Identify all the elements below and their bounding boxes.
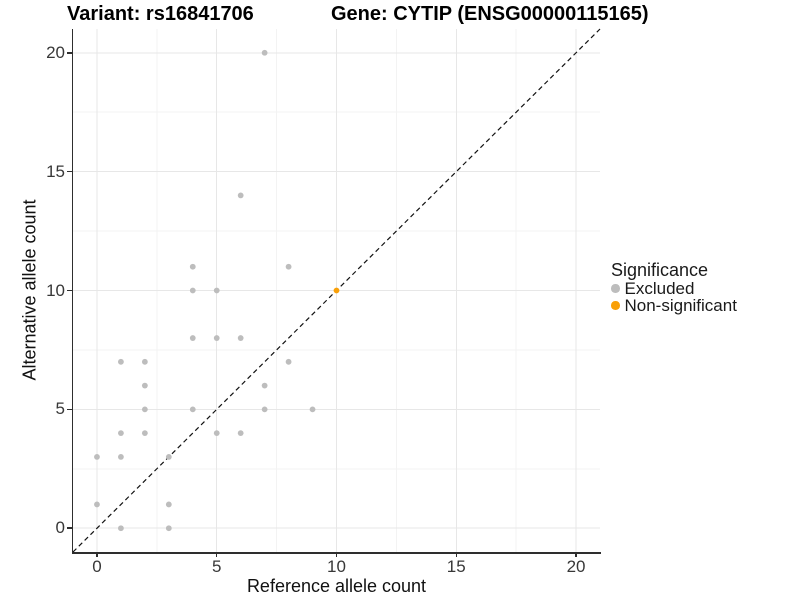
data-point-excluded	[141, 430, 148, 437]
data-point-excluded	[261, 382, 268, 389]
excluded-dot-icon	[611, 284, 620, 293]
x-tick-label: 10	[327, 557, 346, 576]
scatter-plot-canvas	[72, 28, 601, 553]
y-tick-mark	[67, 170, 73, 173]
data-point-excluded	[189, 406, 196, 413]
data-point-excluded	[189, 287, 196, 294]
data-point-excluded	[141, 382, 148, 389]
gene-title: Gene: CYTIP (ENSG00000115165)	[331, 3, 649, 25]
x-tick-mark	[455, 552, 458, 557]
y-tick-label: 15	[46, 161, 65, 181]
x-tick-mark	[335, 552, 338, 557]
legend-item-non-significant: Non-significant	[611, 297, 791, 314]
data-point-excluded	[189, 263, 196, 270]
y-tick-label: 0	[55, 518, 65, 538]
data-point-excluded	[165, 525, 172, 532]
data-point-excluded	[94, 454, 100, 460]
data-point-excluded	[213, 430, 220, 437]
x-tick-label: 15	[446, 557, 466, 576]
data-point-excluded	[189, 335, 196, 341]
x-tick-label: 0	[92, 557, 102, 576]
x-axis-title: Reference allele count	[246, 576, 427, 596]
data-point-excluded	[213, 335, 220, 341]
data-point-excluded	[94, 501, 100, 508]
y-axis-title: Alternative allele count	[19, 199, 40, 381]
data-point-excluded	[261, 406, 268, 413]
x-tick-mark	[575, 552, 577, 557]
legend-item-label: Excluded	[624, 279, 695, 298]
data-point-excluded	[237, 192, 244, 199]
y-tick-mark	[67, 289, 73, 292]
data-point-excluded	[165, 501, 172, 508]
data-point-excluded	[118, 430, 124, 437]
legend-title: Significance	[611, 260, 709, 280]
data-point-excluded	[141, 358, 148, 365]
data-point-excluded	[213, 287, 220, 294]
legend-item-label: Non-significant	[624, 296, 737, 315]
non-significant-dot-icon	[611, 301, 620, 310]
data-point-excluded	[118, 525, 124, 532]
data-point-excluded	[237, 430, 244, 437]
data-point-excluded	[141, 406, 148, 413]
data-point-excluded	[261, 49, 268, 56]
x-tick-label: 20	[566, 557, 586, 576]
y-tick-mark	[67, 52, 73, 54]
data-point-non-significant	[333, 287, 340, 294]
y-tick-mark	[67, 527, 73, 529]
x-tick-label: 5	[211, 557, 222, 576]
legend-item-excluded: Excluded	[611, 280, 791, 297]
y-tick-mark	[67, 408, 73, 411]
y-tick-label: 5	[55, 399, 65, 419]
legend: Significance Excluded Non-significant	[611, 260, 791, 314]
data-point-excluded	[237, 335, 244, 341]
data-point-excluded	[285, 358, 292, 365]
y-tick-label: 10	[46, 280, 65, 300]
plot-panel	[72, 28, 601, 553]
data-point-excluded	[285, 263, 292, 270]
data-point-excluded	[118, 454, 124, 460]
data-point-excluded	[118, 358, 124, 365]
y-tick-label: 20	[46, 42, 65, 62]
data-point-excluded	[309, 406, 316, 413]
data-point-excluded	[165, 454, 172, 460]
x-tick-mark	[96, 552, 98, 557]
x-tick-mark	[215, 552, 218, 557]
variant-title: Variant: rs16841706	[67, 3, 254, 25]
